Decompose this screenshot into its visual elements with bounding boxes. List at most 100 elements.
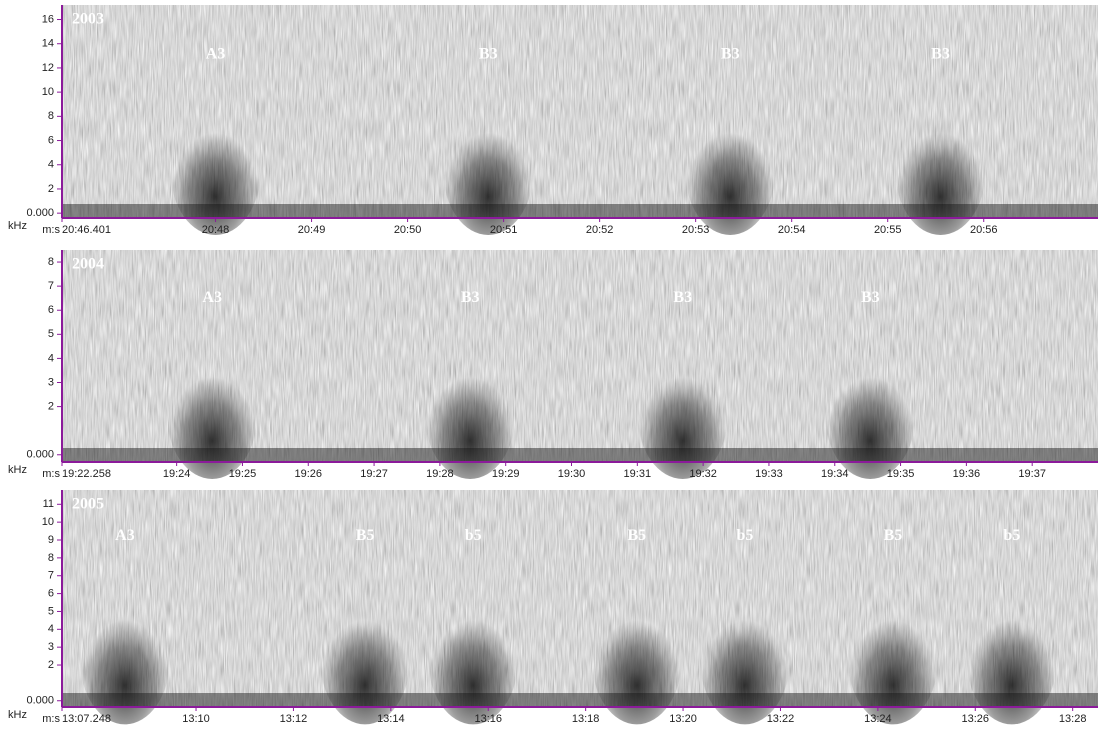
call-label: B3 <box>673 289 692 306</box>
y-tick-label: 9 <box>48 534 54 546</box>
x-tick-label: 13:26 <box>962 713 990 725</box>
x-tick-label: 20:50 <box>394 224 422 236</box>
x-tick-label: 19:25 <box>229 468 257 480</box>
x-tick-label: 19:27 <box>360 468 388 480</box>
call-energy <box>425 351 516 479</box>
call-label: b5 <box>1003 527 1020 544</box>
x-axis-label: m:s <box>42 468 60 480</box>
call-label: B3 <box>461 289 480 306</box>
call-label: B3 <box>861 289 880 306</box>
y-tick-label: 6 <box>48 587 54 599</box>
x-tick-label: 13:28 <box>1059 713 1087 725</box>
x-tick-label: 19:24 <box>163 468 191 480</box>
y-tick-label: 3 <box>48 376 54 388</box>
x-tick-label: 20:51 <box>490 224 518 236</box>
x-tick-label: 19:36 <box>953 468 981 480</box>
call-energy <box>170 107 261 236</box>
x-tick-label: 19:26 <box>294 468 322 480</box>
call-energy <box>966 594 1057 725</box>
y-tick-label: 4 <box>48 623 54 635</box>
y-tick-label: 6 <box>48 304 54 316</box>
spectrogram-background <box>62 490 1098 707</box>
y-tick-label: 8 <box>48 110 54 122</box>
x-tick-label: 19:22.258 <box>62 468 111 480</box>
panel-title: 2003 <box>72 11 104 28</box>
y-tick-label: 2 <box>48 183 54 195</box>
x-tick-label: 19:34 <box>821 468 849 480</box>
x-tick-label: 20:46.401 <box>62 224 111 236</box>
call-label: A3 <box>115 527 135 544</box>
x-tick-label: 19:29 <box>492 468 520 480</box>
call-energy <box>685 107 776 236</box>
call-energy <box>167 351 258 479</box>
x-tick-label: 19:33 <box>755 468 783 480</box>
x-tick-label: 13:24 <box>864 713 892 725</box>
y-tick-label: 4 <box>48 159 54 171</box>
call-label: B3 <box>479 45 498 62</box>
y-tick-label: 4 <box>48 352 54 364</box>
x-tick-label: 19:28 <box>426 468 454 480</box>
x-tick-label: 20:49 <box>298 224 326 236</box>
noise-floor <box>62 204 1098 218</box>
call-energy <box>79 594 170 725</box>
x-axis-label: m:s <box>42 224 60 236</box>
call-energy <box>895 107 986 236</box>
y-tick-label: 8 <box>48 552 54 564</box>
x-tick-label: 20:56 <box>970 224 998 236</box>
y-tick-label: 11 <box>43 498 54 510</box>
call-label: B5 <box>627 527 646 544</box>
call-energy <box>847 594 938 725</box>
x-tick-label: 13:20 <box>669 713 697 725</box>
x-tick-label: 13:22 <box>767 713 795 725</box>
x-tick-label: 13:16 <box>474 713 502 725</box>
x-tick-label: 19:37 <box>1018 468 1046 480</box>
call-label: A3 <box>206 45 226 62</box>
call-energy <box>591 594 682 725</box>
call-label: A3 <box>202 289 222 306</box>
x-tick-label: 19:32 <box>689 468 717 480</box>
x-tick-label: 13:18 <box>572 713 600 725</box>
call-label: B3 <box>931 45 950 62</box>
x-tick-label: 13:14 <box>377 713 405 725</box>
call-label: B3 <box>721 45 740 62</box>
x-tick-label: 13:10 <box>182 713 210 725</box>
y-tick-label: 10 <box>42 86 54 98</box>
panel-title: 2004 <box>72 256 104 273</box>
call-energy <box>699 594 790 725</box>
x-tick-label: 20:53 <box>682 224 710 236</box>
call-label: b5 <box>736 527 753 544</box>
y-tick-label: 3 <box>48 641 54 653</box>
y-tick-label: 8 <box>48 256 54 268</box>
y-tick-label: 2 <box>48 400 54 412</box>
x-axis-label: m:s <box>42 713 60 725</box>
x-tick-label: 13:07.248 <box>62 713 111 725</box>
call-energy <box>825 351 916 479</box>
x-tick-label: 19:35 <box>887 468 915 480</box>
y-tick-label: 16 <box>42 13 54 25</box>
y-tick-label: 12 <box>42 62 54 74</box>
x-tick-label: 20:52 <box>586 224 614 236</box>
x-tick-label: 19:30 <box>558 468 586 480</box>
x-tick-label: 20:48 <box>202 224 230 236</box>
call-energy <box>637 351 728 479</box>
x-tick-label: 20:55 <box>874 224 902 236</box>
y-tick-label: 0.000 <box>26 207 54 219</box>
call-label: B5 <box>356 527 375 544</box>
y-axis-label: kHz <box>8 464 27 476</box>
y-tick-label: 0.000 <box>26 449 54 461</box>
y-tick-label: 6 <box>48 134 54 146</box>
x-tick-label: 20:54 <box>778 224 806 236</box>
y-tick-label: 7 <box>48 570 54 582</box>
panel-title: 2005 <box>72 496 104 513</box>
y-tick-label: 5 <box>48 328 54 340</box>
y-axis-label: kHz <box>8 709 27 721</box>
y-tick-label: 5 <box>48 605 54 617</box>
y-tick-label: 2 <box>48 659 54 671</box>
y-tick-label: 0.000 <box>26 695 54 707</box>
y-tick-label: 7 <box>48 280 54 292</box>
y-tick-label: 14 <box>42 38 54 50</box>
noise-floor <box>62 693 1098 707</box>
x-tick-label: 13:12 <box>280 713 308 725</box>
call-energy <box>428 594 519 725</box>
